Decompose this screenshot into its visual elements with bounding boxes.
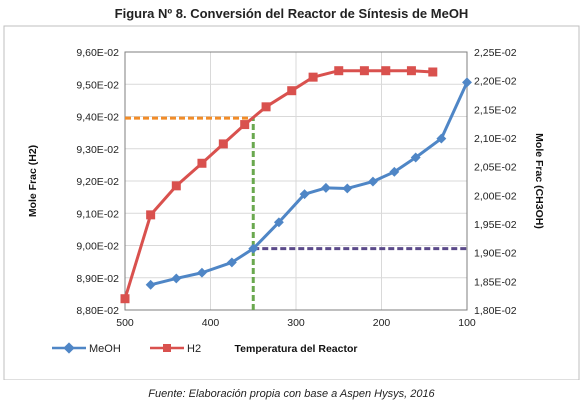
y-left-tick-label: 9,60E-02 [76,47,119,59]
y-left-tick-label: 9,00E-02 [76,241,119,253]
y-left-axis-label: Mole Frac (H2) [27,145,39,217]
data-point-h2 [240,120,250,130]
data-point-h2 [218,139,228,149]
data-point-h2 [334,66,344,76]
y-left-tick-label: 9,20E-02 [76,176,119,188]
series-layer [120,66,472,304]
y-left-tick-label: 9,30E-02 [76,144,119,156]
data-point-h2 [146,210,156,220]
data-point-h2 [120,294,130,304]
figure-title: Figura Nº 8. Conversión del Reactor de S… [114,6,469,21]
data-point-meoh [299,189,310,200]
y-right-tick-label: 2,05E-02 [474,162,517,174]
y-right-axis-label: Mole Frac (CH3OH) [533,133,545,229]
data-point-meoh [436,133,447,144]
x-tick-label: 200 [373,317,391,329]
data-point-meoh [389,166,400,177]
data-point-h2 [359,66,369,76]
legend-item-h2: H2 [150,343,201,355]
y-right-tick-label: 1,95E-02 [474,219,517,231]
data-point-meoh [273,217,284,228]
data-point-h2 [381,66,391,76]
y-left-tick-label: 9,40E-02 [76,112,119,124]
data-point-h2 [197,158,207,168]
y-left-tick-label: 9,50E-02 [76,79,119,91]
data-point-meoh [145,279,156,290]
legend-h2-marker [163,344,171,352]
data-point-meoh [410,152,421,163]
tick-labels: 8,80E-02 8,90E-02 9,00E-02 9,10E-02 9,20E-02… [76,47,516,329]
data-point-meoh [197,267,207,278]
data-point-meoh [226,257,237,268]
legend-meoh-label: MeOH [89,343,121,355]
x-tick-label: 300 [287,317,305,329]
y-right-tick-label: 1,80E-02 [474,305,517,317]
x-axis-label: Temperatura del Reactor [235,343,358,355]
data-point-h2 [261,102,271,112]
y-right-tick-label: 2,00E-02 [474,190,517,202]
figure-source: Fuente: Elaboración propia con base a As… [148,388,435,400]
chart: 8,80E-02 8,90E-02 9,00E-02 9,10E-02 9,20E-02… [3,25,580,380]
data-point-h2 [287,86,297,96]
data-point-meoh [342,183,353,194]
data-point-meoh [248,243,259,254]
y-right-tick-label: 2,25E-02 [474,47,517,59]
y-right-tick-label: 2,15E-02 [474,104,517,116]
x-tick-label: 500 [116,317,134,329]
legend-h2-label: H2 [187,343,201,355]
x-tick-label: 400 [202,317,220,329]
y-right-tick-label: 1,90E-02 [474,248,517,260]
y-right-tick-label: 1,85E-02 [474,276,517,288]
y-right-tick-label: 2,10E-02 [474,133,517,145]
data-point-meoh [320,182,331,193]
y-left-tick-label: 8,90E-02 [76,273,119,285]
data-point-h2 [308,72,318,82]
plot-area [124,51,468,311]
data-point-h2 [171,181,181,191]
guide-lines [125,116,467,310]
y-left-tick-label: 8,80E-02 [76,305,119,317]
series-line-meoh [150,81,469,287]
chart-border [3,25,580,380]
data-point-h2 [406,66,416,76]
data-point-meoh [171,273,182,284]
data-point-h2 [428,67,438,77]
x-tick-label: 100 [458,317,476,329]
data-point-meoh [368,176,378,187]
y-right-tick-label: 2,20E-02 [474,76,517,88]
y-left-tick-label: 9,10E-02 [76,208,119,220]
